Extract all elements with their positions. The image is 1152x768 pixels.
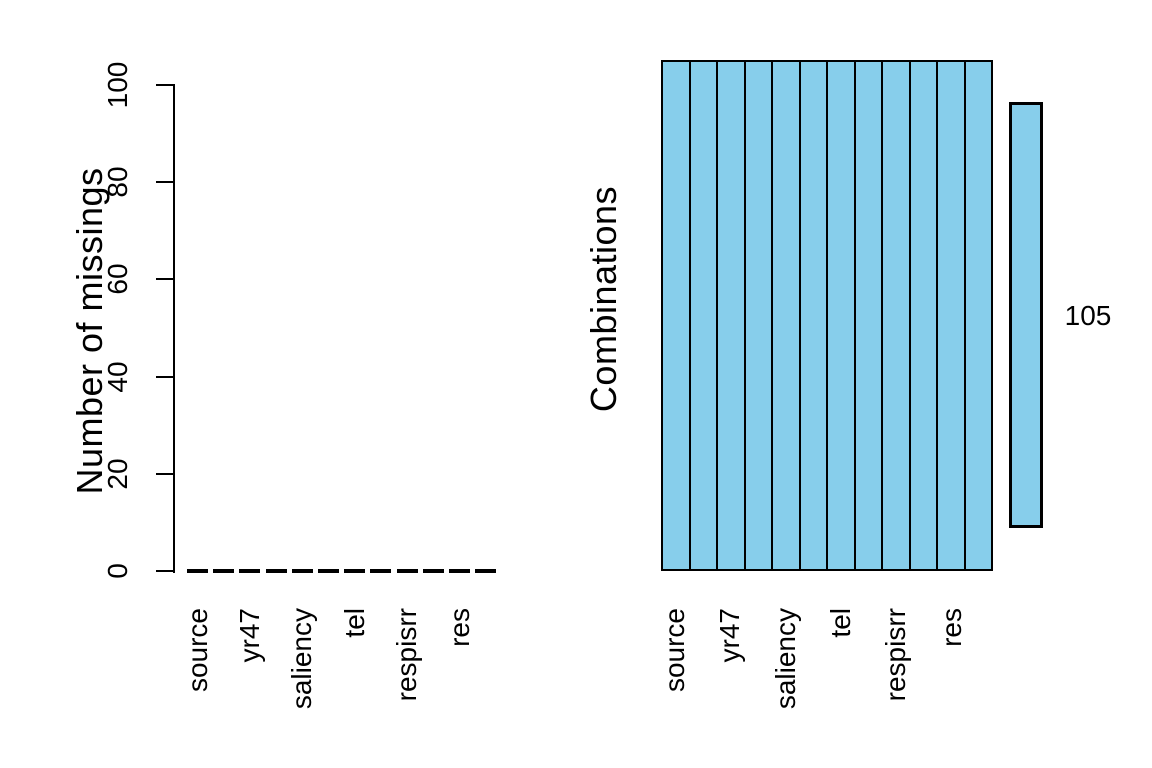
combination-cell — [718, 62, 746, 569]
y-tick-label: 100 — [102, 61, 133, 109]
y-tick-label: 20 — [102, 458, 133, 490]
zero-height-bar — [291, 569, 313, 573]
y-tick-mark — [156, 181, 174, 184]
zero-height-bar — [187, 569, 208, 573]
combination-cell — [938, 62, 966, 569]
zero-height-bar — [265, 569, 287, 573]
right-x-axis-label: respisrr — [880, 608, 912, 702]
combination-cell — [773, 62, 801, 569]
combination-cell — [745, 62, 773, 569]
combination-cell — [800, 62, 828, 569]
zero-height-bar — [422, 569, 444, 573]
y-tick-mark — [156, 375, 174, 378]
combination-cell — [910, 62, 938, 569]
y-tick-mark — [156, 84, 174, 86]
right-x-axis-label: res — [935, 608, 967, 647]
right-y-axis-title: Combinations — [583, 185, 624, 413]
right-x-axis-label: tel — [824, 608, 856, 638]
left-x-axis-label: respisrr — [391, 608, 423, 702]
right-x-axis-label: saliency — [769, 608, 801, 710]
combination-cell — [855, 62, 883, 569]
left-y-axis-line — [173, 84, 175, 573]
combination-cell — [663, 62, 691, 569]
combination-count-bar — [1009, 102, 1043, 528]
right-x-axis-label: yr47 — [714, 608, 746, 663]
y-tick-label: 60 — [102, 263, 133, 295]
combinations-grid — [661, 60, 993, 571]
left-x-axis-label: source — [181, 608, 213, 693]
left-y-axis-title: Number of missings — [69, 167, 110, 495]
zero-height-bar — [344, 569, 366, 573]
left-x-axis-label: res — [443, 608, 475, 647]
right-x-axis-label: source — [658, 608, 690, 693]
y-tick-label: 40 — [102, 361, 133, 393]
combination-cell — [690, 62, 718, 569]
left-x-axis-label: tel — [338, 608, 370, 638]
combination-cell — [883, 62, 911, 569]
left-x-axis-label: yr47 — [233, 608, 265, 663]
zero-height-bar — [370, 569, 392, 573]
zero-height-bar — [213, 569, 235, 573]
combination-cell — [828, 62, 856, 569]
y-tick-label: 0 — [102, 563, 133, 579]
zero-height-bar — [449, 569, 470, 573]
zero-height-bar — [475, 569, 497, 573]
y-tick-mark — [156, 278, 174, 281]
left-x-axis-label: saliency — [286, 608, 318, 710]
zero-height-bar — [396, 569, 418, 573]
y-tick-mark — [156, 570, 174, 572]
y-tick-mark — [156, 472, 174, 475]
y-tick-label: 80 — [102, 166, 133, 198]
zero-height-bar — [239, 569, 261, 573]
zero-height-bar — [318, 569, 339, 573]
combination-cell — [965, 62, 991, 569]
combination-count-label: 105 — [1064, 300, 1112, 331]
